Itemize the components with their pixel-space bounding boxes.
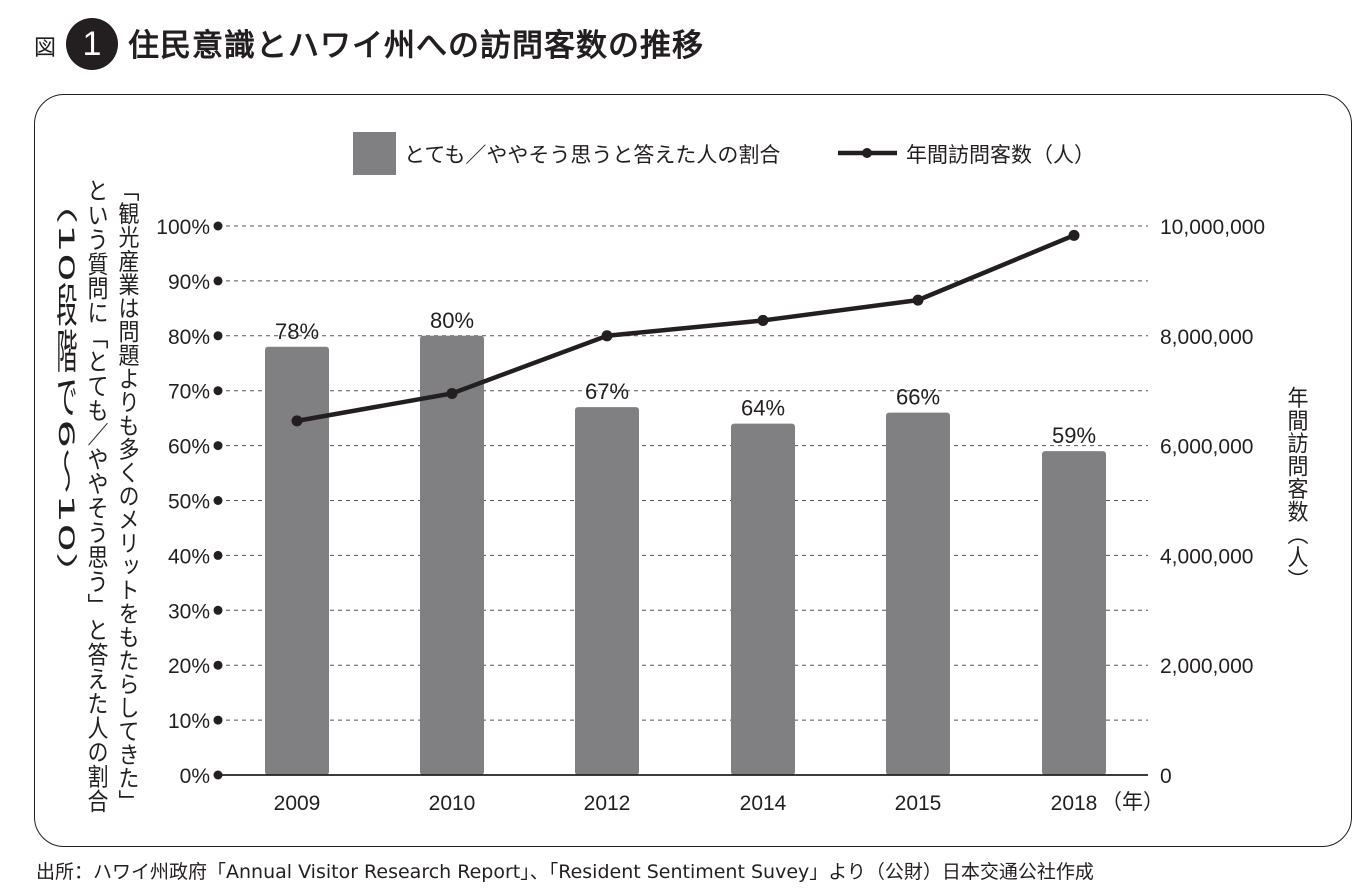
left-axis-ticks: 0% 10% 20% 30% 40% 50% 60% 70% 80% 90% 100%	[156, 216, 223, 788]
right-tick-label: 4,000,000	[1160, 545, 1253, 568]
x-tick-label: 2012	[584, 792, 631, 815]
bars	[265, 335, 1106, 775]
left-tick-dot	[213, 770, 223, 780]
visitor-point	[291, 415, 303, 427]
left-tick-label: 40%	[168, 545, 210, 568]
legend-label-line: 年間訪問客数（人）	[906, 143, 1095, 167]
bar-data-label: 59%	[1052, 423, 1096, 448]
left-axis-label-line: という質問に「とても／ややそう思う」と答えた人の割合	[85, 178, 109, 814]
bar	[886, 412, 950, 775]
bar	[265, 346, 329, 775]
left-tick-dot	[213, 331, 223, 341]
x-tick-label: 2009	[274, 792, 321, 815]
bar	[731, 423, 795, 775]
left-tick-label: 100%	[156, 216, 210, 239]
x-tick-label: 2018	[1051, 792, 1098, 815]
bar-data-label: 67%	[585, 379, 629, 404]
visitor-point	[757, 314, 769, 326]
left-tick-label: 90%	[168, 271, 210, 294]
left-axis-label-line: 「観光産業は問題よりも多くのメリットをもたらしてきた」	[116, 178, 140, 813]
legend-label-bar: とても／ややそう思うと答えた人の割合	[404, 143, 780, 167]
left-tick-label: 20%	[168, 655, 210, 678]
left-tick-dot	[213, 496, 223, 505]
right-axis-label: 年間訪問客数（人）	[1285, 386, 1309, 591]
x-tick-label: 2010	[429, 792, 476, 815]
figure-prefix: 図	[34, 36, 57, 61]
right-tick-label: 2,000,000	[1160, 655, 1253, 678]
x-axis-ticks: 2009 2010 2012 2014 2015 2018	[274, 792, 1098, 815]
right-axis-label-text: 年間訪問客数（人）	[1285, 386, 1309, 591]
legend-swatch-bar	[353, 132, 396, 175]
visitor-point	[1068, 229, 1080, 241]
bar	[1042, 451, 1106, 775]
left-tick-dot	[213, 386, 223, 396]
visitor-point	[912, 294, 924, 306]
left-axis-label-line: （10段階で6～10）	[54, 178, 78, 598]
left-tick-label: 10%	[168, 710, 210, 733]
left-tick-label: 30%	[168, 600, 210, 623]
left-tick-label: 80%	[168, 326, 210, 349]
left-tick-label: 70%	[168, 381, 210, 404]
bar-data-label: 64%	[741, 396, 785, 421]
chart-frame	[34, 94, 1352, 847]
line-series	[291, 229, 1080, 427]
left-tick-dot	[213, 276, 223, 286]
left-tick-label: 0%	[180, 765, 210, 788]
right-tick-label: 10,000,000	[1160, 216, 1265, 239]
visitor-point	[601, 330, 613, 342]
x-axis-unit: （年）	[1101, 791, 1164, 814]
left-tick-dot	[213, 660, 223, 670]
right-tick-label: 6,000,000	[1160, 436, 1253, 459]
left-tick-dot	[213, 605, 223, 615]
left-tick-label: 50%	[168, 491, 210, 514]
figure-number-badge: 1	[66, 18, 118, 70]
bar-labels: 78% 80% 67% 64% 66% 59%	[275, 308, 1096, 448]
right-tick-label: 8,000,000	[1160, 326, 1253, 349]
visitor-point	[446, 387, 458, 399]
bar-data-label: 66%	[896, 385, 940, 410]
legend-swatch-marker	[862, 148, 872, 158]
figure-title: 住民意識とハワイ州への訪問客数の推移	[128, 28, 704, 64]
right-tick-label: 0	[1160, 765, 1172, 788]
left-tick-dot	[213, 441, 223, 451]
left-tick-label: 60%	[168, 436, 210, 459]
bar	[420, 335, 484, 775]
source-note: 出所：ハワイ州政府「Annual Visitor Research Report…	[36, 861, 1094, 883]
left-tick-dot	[213, 715, 223, 725]
bar-data-label: 80%	[430, 308, 474, 333]
left-tick-dot	[213, 221, 223, 231]
left-tick-dot	[213, 550, 223, 560]
grid	[218, 225, 1148, 721]
legend: とても／ややそう思うと答えた人の割合 年間訪問客数（人）	[353, 132, 1095, 175]
left-axis-label: 「観光産業は問題よりも多くのメリットをもたらしてきた」という質問に「とても／やや…	[54, 178, 140, 814]
x-tick-label: 2014	[740, 792, 787, 815]
visitor-line	[296, 233, 1075, 424]
bar	[575, 407, 639, 775]
x-tick-label: 2015	[895, 792, 942, 815]
right-axis-ticks: 0 2,000,000 4,000,000 6,000,000 8,000,000 10,…	[1160, 216, 1265, 788]
bar-data-label: 78%	[275, 319, 319, 344]
